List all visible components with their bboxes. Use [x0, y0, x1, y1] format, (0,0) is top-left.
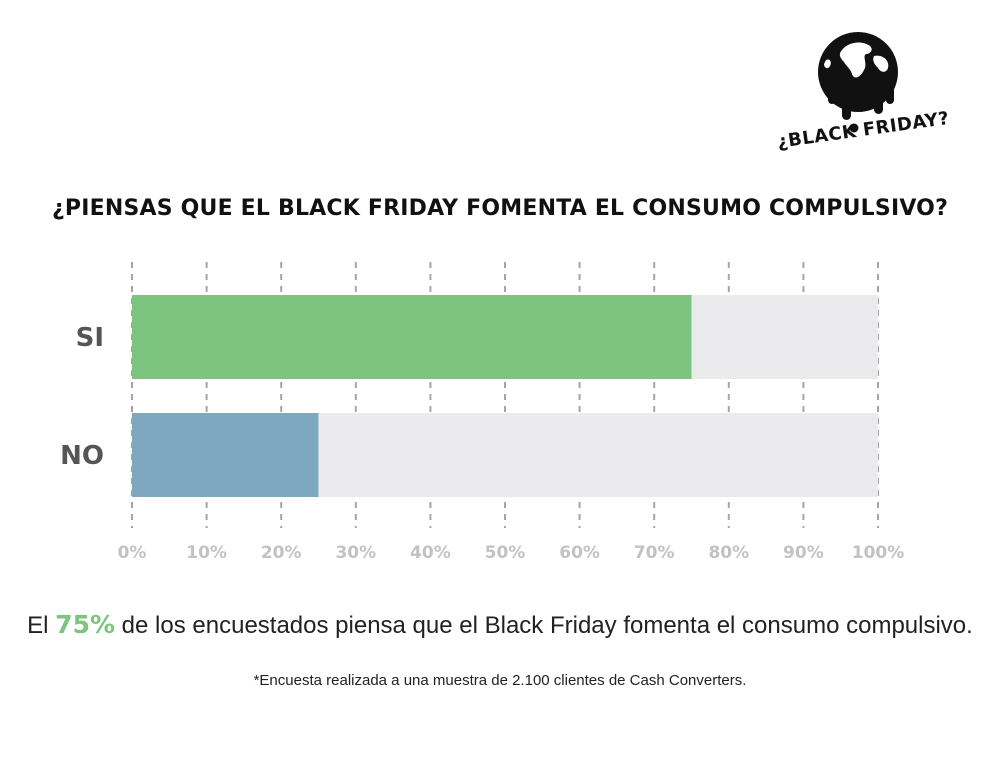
- tick-label: 10%: [186, 543, 227, 563]
- tick-label: 30%: [335, 543, 376, 563]
- bar-chart: 0% 10% 20% 30% 40% 50% 60% 70% 80% 90% 100% SI NO: [60, 262, 904, 563]
- summary-suffix: de los encuestados piensa que el Black F…: [115, 612, 973, 639]
- bar-no: [132, 413, 319, 497]
- melting-globe-icon: [818, 32, 898, 133]
- summary-prefix: El: [27, 612, 56, 639]
- logo: ¿BLACK FRIDAY?: [770, 20, 951, 170]
- tick-label: 60%: [559, 543, 600, 563]
- tick-label: 90%: [783, 543, 824, 563]
- summary-highlight: 75%: [55, 610, 116, 639]
- tick-label: 40%: [410, 543, 451, 563]
- footnote: *Encuesta realizada a una muestra de 2.1…: [253, 672, 747, 689]
- labels: 0% 10% 20% 30% 40% 50% 60% 70% 80% 90% 100% SI NO: [60, 323, 904, 563]
- tick-label: 0%: [118, 543, 147, 563]
- tick-label: 20%: [261, 543, 302, 563]
- tick-label: 100%: [852, 543, 905, 563]
- bars: [132, 295, 878, 497]
- page-title: ¿PIENSAS QUE EL BLACK FRIDAY FOMENTA EL …: [51, 196, 949, 221]
- bar-si: [132, 295, 692, 379]
- tick-label: 50%: [485, 543, 526, 563]
- category-label: NO: [60, 441, 104, 471]
- category-label: SI: [76, 323, 104, 353]
- summary-text: El 75% de los encuestados piensa que el …: [0, 610, 1000, 640]
- tick-label: 80%: [708, 543, 749, 563]
- tick-label: 70%: [634, 543, 675, 563]
